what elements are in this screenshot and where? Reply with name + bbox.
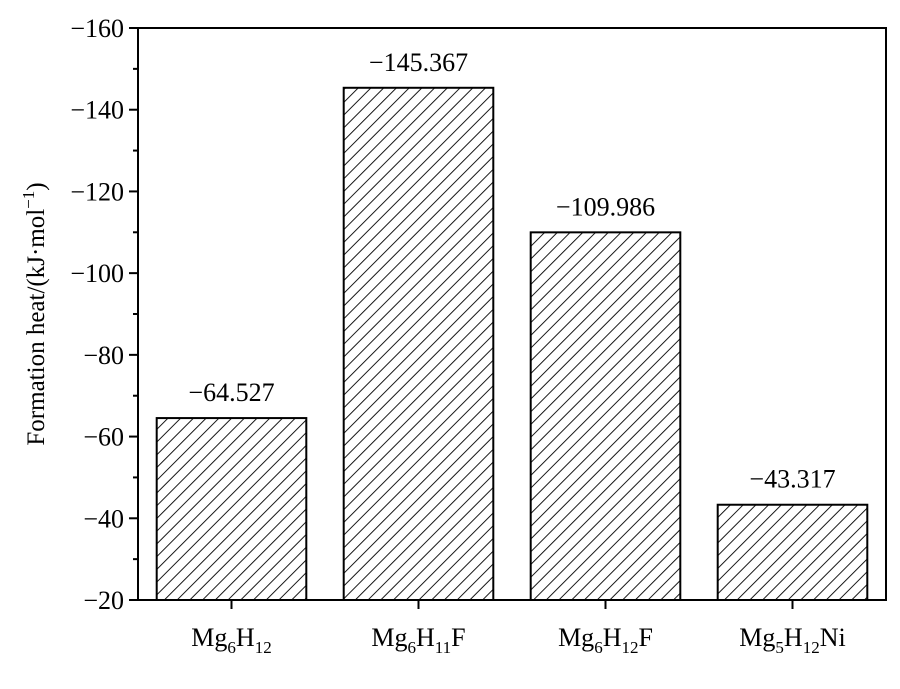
x-category-label: Mg5H12Ni <box>739 623 845 657</box>
bar-value-label: −109.986 <box>556 192 655 221</box>
y-axis: −20 −40 −60 −80 −100 −120 −140 −160 <box>70 14 138 615</box>
y-tick-label: −160 <box>70 14 124 43</box>
bars-layer: −64.527 −145.367 −109.986 −43.317 <box>155 48 869 602</box>
bar-value-label: −43.317 <box>749 465 835 494</box>
y-axis-title: Formation heat/(kJ·mol−1) <box>19 182 50 445</box>
x-category-label: Mg6H12F <box>558 623 653 657</box>
y-tick-label: −60 <box>83 423 124 452</box>
y-tick-label: −80 <box>83 341 124 370</box>
y-tick-label: −100 <box>70 259 124 288</box>
y-tick-label: −20 <box>83 586 124 615</box>
y-tick-label: −120 <box>70 177 124 206</box>
bar-value-label: −64.527 <box>188 378 274 407</box>
bar <box>342 86 495 601</box>
x-category-label: Mg6H12 <box>191 623 271 657</box>
y-tick-label: −40 <box>83 504 124 533</box>
bar <box>529 231 682 601</box>
x-category-label: Mg6H11F <box>371 623 465 657</box>
x-axis: Mg6H12 Mg6H11F Mg6H12F Mg5H12Ni <box>191 600 846 657</box>
bar-value-label: −145.367 <box>369 48 468 77</box>
bar <box>155 417 308 602</box>
bar <box>716 503 869 601</box>
y-tick-label: −140 <box>70 96 124 125</box>
